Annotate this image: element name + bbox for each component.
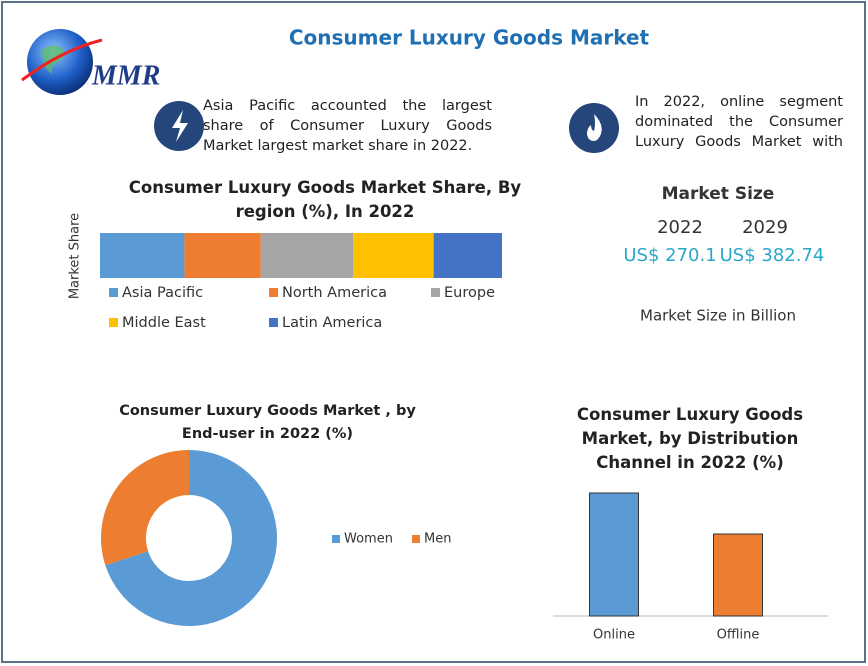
logo: MMR (21, 29, 160, 95)
legend-label: Women (344, 532, 393, 547)
swoosh (21, 38, 103, 82)
bar-segment (184, 233, 261, 278)
x-tick-label: Online (593, 628, 635, 643)
legend-swatch (412, 535, 420, 543)
legend-label: North America (282, 285, 387, 301)
legend-label: Men (424, 532, 451, 547)
donut-slice (105, 450, 277, 626)
year: 2022 (657, 217, 703, 238)
highlight-text: Asia Pacific accounted the largest share… (203, 98, 492, 154)
x-tick-label: Offline (717, 628, 760, 643)
bar-segment (260, 233, 354, 278)
logo-text: MMR (91, 60, 160, 91)
bar (589, 492, 639, 617)
icon-glyph (172, 110, 188, 142)
chart-title: Consumer Luxury Goods Market Share, By r… (128, 178, 522, 221)
year: 2029 (742, 217, 788, 238)
market-note: Market Size in Billion (640, 307, 796, 325)
icon-glyph (587, 114, 602, 141)
legend-label: Europe (444, 285, 495, 301)
bar-segment (100, 233, 185, 278)
chart-title: Consumer Luxury Goods Market , by End-us… (119, 403, 416, 442)
market-value: US$ 382.74 (720, 245, 825, 266)
legend-swatch (431, 288, 440, 297)
bar-segment (433, 233, 502, 278)
legend-label: Asia Pacific (122, 285, 203, 301)
legend-swatch (109, 288, 118, 297)
icon-flame (569, 103, 619, 153)
y-axis-label: Market Share (68, 213, 83, 299)
icon-circle (569, 103, 619, 153)
bar (713, 533, 763, 617)
page-title: Consumer Luxury Goods Market (289, 26, 650, 50)
market-size-title: Market Size (662, 184, 775, 204)
legend-label: Latin America (282, 315, 382, 331)
legend-swatch (332, 535, 340, 543)
highlight-text: In 2022, online segment dominated the Co… (635, 94, 843, 150)
icon-lightning (154, 101, 204, 151)
legend-label: Middle East (122, 315, 206, 331)
legend-swatch (109, 318, 118, 327)
globe (27, 29, 93, 95)
bar-segment (353, 233, 434, 278)
market-value: US$ 270.1 (623, 245, 716, 266)
chart-title: Consumer Luxury Goods Market, by Distrib… (576, 405, 804, 472)
legend-swatch (269, 318, 278, 327)
donut-slice (101, 450, 189, 566)
legend-swatch (269, 288, 278, 297)
